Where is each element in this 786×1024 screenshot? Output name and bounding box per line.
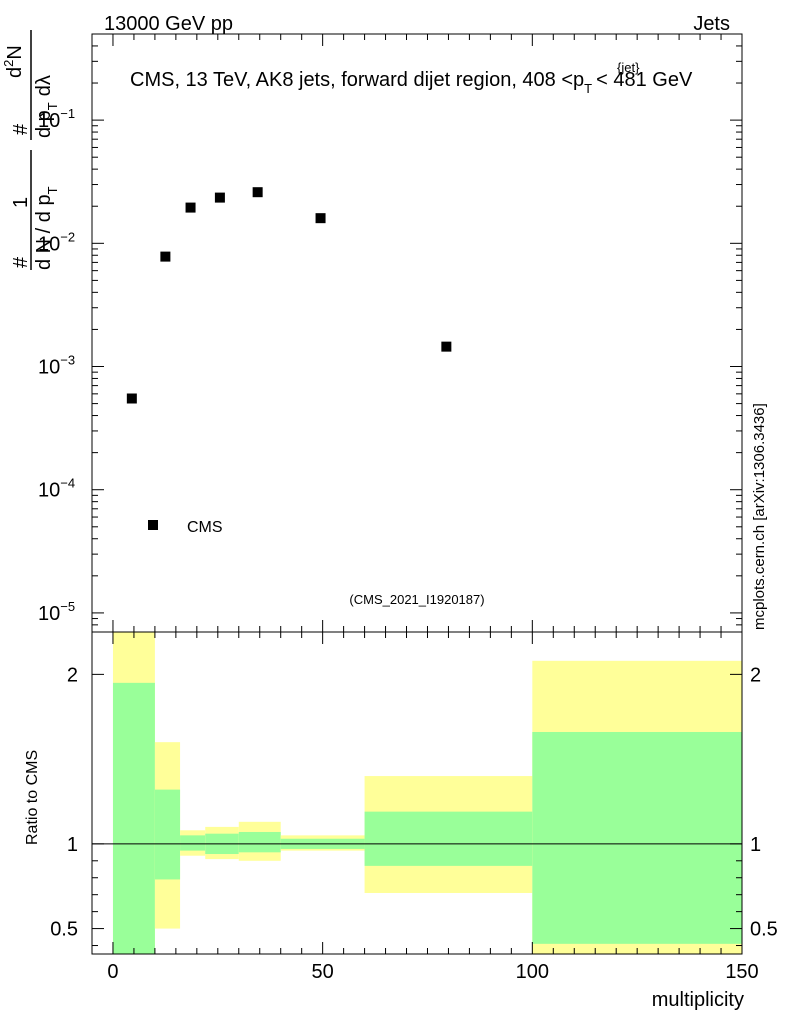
ratio-ylabel: Ratio to CMS: [24, 750, 41, 845]
ratio-y-tick-label-left: 2: [67, 664, 78, 686]
data-point: [315, 213, 326, 224]
ylabel-num2-sup: 2: [1, 60, 16, 67]
ratio-y-tick-label-left: 1: [67, 834, 78, 856]
main-y-tick-labels: 10−110−210−310−410−5: [38, 106, 75, 625]
main-y-tick-label-exp: −3: [60, 353, 75, 368]
ratio-band-stat: [180, 835, 206, 851]
ylabel-den1: d N / d pT: [33, 186, 60, 270]
main-y-tick-label: 10−4: [38, 476, 75, 502]
title-sup: {jet}: [617, 60, 640, 75]
main-y-tick-label: 10−2: [38, 229, 75, 255]
main-y-tick-label-base: 10: [38, 110, 60, 132]
data-point: [185, 202, 196, 213]
main-y-tick-label-base: 10: [38, 233, 60, 255]
ratio-axis-ticks: [92, 632, 743, 954]
ratio-y-tick-label-right: 2: [750, 664, 761, 686]
ratio-bands: [112, 632, 742, 954]
chart-title: CMS, 13 TeV, AK8 jets, forward dijet reg…: [130, 69, 693, 96]
ylabel-den1-text: d N / d p: [33, 194, 55, 270]
ratio-band-stat: [238, 831, 281, 853]
data-point: [214, 192, 225, 203]
title-post: < 481 GeV: [596, 69, 693, 91]
ratio-band-stat: [154, 789, 181, 880]
xaxis-label: multiplicity: [652, 989, 744, 1011]
ratio-band-stat: [112, 682, 155, 954]
ylabel-num2-N: N: [4, 45, 26, 59]
ratio-y-tick-labels: 0.5 0.5 1 1 2 2: [50, 664, 778, 940]
ratio-panel-frame: [91, 631, 743, 955]
x-tick-label: 100: [516, 961, 549, 983]
ratio-band-stat: [364, 811, 533, 866]
data-point: [441, 341, 452, 352]
ylabel-num2: d2N: [1, 45, 26, 78]
category-label: Jets: [693, 13, 730, 35]
ratio-y-tick-label-right: 0.5: [750, 919, 778, 941]
main-y-tick-label-base: 10: [38, 480, 60, 502]
main-data-points: [126, 187, 452, 404]
ylabel-den2-sub: T: [45, 102, 60, 110]
x-tick-label: 150: [725, 961, 758, 983]
data-point: [126, 393, 137, 404]
legend-label-cms: CMS: [187, 519, 223, 536]
title-sub: T: [584, 81, 592, 96]
x-tick-label: 0: [107, 961, 118, 983]
main-panel-frame: [91, 33, 743, 633]
main-ylabel: # 1 d N / d pT # d2N d pTdλ: [1, 30, 60, 270]
main-y-tick-label-exp: −5: [60, 599, 75, 614]
ylabel-den2-end: dλ: [33, 75, 55, 96]
main-y-tick-label-base: 10: [38, 357, 60, 379]
main-y-tick-label-exp: −1: [60, 106, 75, 121]
analysis-id: (CMS_2021_I1920187): [349, 592, 484, 607]
ylabel-hash1: #: [10, 256, 32, 268]
main-y-tick-label: 10−1: [38, 106, 75, 132]
ylabel-hash2: #: [10, 123, 32, 135]
ratio-band-stat: [532, 731, 742, 944]
main-y-tick-label: 10−3: [38, 353, 75, 379]
ratio-y-tick-label-right: 1: [750, 834, 761, 856]
main-y-tick-label-exp: −4: [60, 476, 75, 491]
main-y-tick-label-exp: −2: [60, 229, 75, 244]
ratio-x-tick-labels: 0 50 100 150: [107, 961, 758, 983]
ylabel-den2-text: d p: [33, 110, 55, 138]
data-point: [160, 251, 171, 262]
main-axis-ticks: [92, 33, 743, 633]
main-y-tick-label-base: 10: [38, 603, 60, 625]
ylabel-den1-sub: T: [45, 186, 60, 194]
ylabel-one: 1: [10, 197, 32, 208]
ratio-y-tick-label-left: 0.5: [50, 919, 78, 941]
data-point: [252, 187, 263, 198]
main-y-tick-label: 10−5: [38, 599, 75, 625]
ylabel-num2-d: d: [4, 67, 26, 78]
x-tick-label: 50: [312, 961, 334, 983]
legend-marker-cms: [148, 520, 158, 530]
energy-label: 13000 GeV pp: [104, 13, 233, 35]
ylabel-den2: d pTdλ: [33, 75, 60, 138]
title-pre: CMS, 13 TeV, AK8 jets, forward dijet reg…: [130, 69, 584, 91]
side-label: mcplots.cern.ch [arXiv:1306.3436]: [751, 403, 768, 630]
